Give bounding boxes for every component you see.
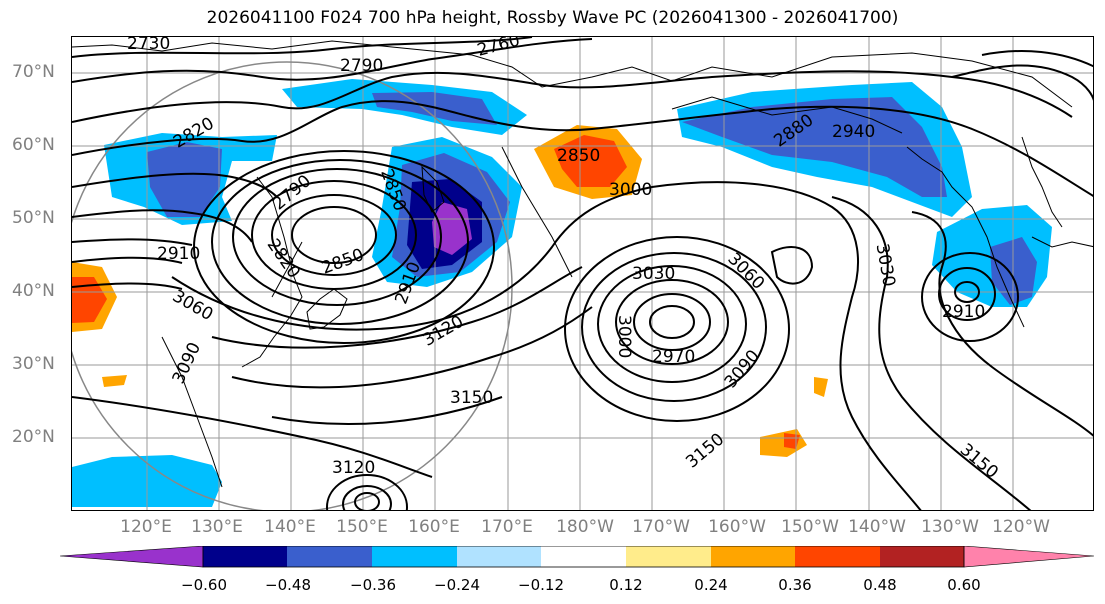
lon-label: 150°W bbox=[781, 517, 839, 537]
lat-label: 50°N bbox=[12, 208, 55, 228]
lon-label: 160°E bbox=[408, 517, 460, 537]
colorbar-extend-high bbox=[963, 546, 1095, 568]
coastlines bbox=[72, 40, 1093, 488]
height-contours bbox=[72, 37, 1093, 510]
colorbar bbox=[60, 546, 1095, 568]
colorbar-segment bbox=[880, 546, 964, 567]
contour-label: 3150 bbox=[682, 429, 728, 472]
contour-label: 3090 bbox=[721, 346, 764, 392]
colorbar-tick-label: 0.36 bbox=[778, 576, 812, 594]
contour-label: 2910 bbox=[942, 302, 985, 322]
lat-label: 70°N bbox=[12, 62, 55, 82]
colorbar-segment bbox=[287, 546, 372, 567]
lat-label: 20°N bbox=[12, 427, 55, 447]
lon-label: 120°W bbox=[992, 517, 1050, 537]
reference-circle bbox=[72, 61, 513, 510]
contour-label: 3030 bbox=[872, 242, 899, 288]
contour-label: 2820 bbox=[263, 235, 304, 282]
contour-label: 3120 bbox=[332, 458, 375, 478]
lon-label: 120°E bbox=[120, 517, 172, 537]
contour-label: 2940 bbox=[832, 122, 875, 142]
contour-label: 2850 bbox=[319, 245, 366, 279]
lon-label: 180°W bbox=[556, 517, 614, 537]
contour-label: 3120 bbox=[420, 312, 467, 351]
contour-label: 3150 bbox=[450, 388, 493, 408]
contour-label: 3030 bbox=[632, 264, 675, 284]
colorbar-tick-label: 0.48 bbox=[863, 576, 897, 594]
anomaly-shading bbox=[72, 79, 1052, 507]
colorbar-segment bbox=[711, 546, 795, 567]
lon-label: 150°E bbox=[336, 517, 388, 537]
map-title: 2026041100 F024 700 hPa height, Rossby W… bbox=[206, 8, 899, 28]
colorbar-tick-label: −0.60 bbox=[181, 576, 227, 594]
contour-label: 2970 bbox=[652, 347, 695, 367]
lat-label: 40°N bbox=[12, 281, 55, 301]
colorbar-segment bbox=[541, 546, 626, 567]
colorbar-tick-label: 0.60 bbox=[947, 576, 981, 594]
contour-label: 3000 bbox=[609, 180, 652, 200]
lon-label: 160°W bbox=[708, 517, 766, 537]
lon-label: 130°E bbox=[191, 517, 243, 537]
contour-label: 2760 bbox=[475, 37, 522, 61]
colorbar-segment bbox=[457, 546, 541, 567]
lat-label: 60°N bbox=[12, 135, 55, 155]
lon-label: 140°E bbox=[264, 517, 316, 537]
lon-label: 170°E bbox=[481, 517, 533, 537]
contour-label: 3150 bbox=[956, 440, 1002, 483]
contour-label: 2910 bbox=[157, 244, 200, 264]
contour-label: 3000 bbox=[614, 315, 634, 358]
positive-anomaly-hawaii bbox=[760, 429, 807, 457]
lat-label: 30°N bbox=[12, 354, 55, 374]
lon-label: 140°W bbox=[848, 517, 906, 537]
colorbar-segment bbox=[203, 546, 287, 567]
map-canvas: 2730 2760 2790 2820 2850 2880 2940 2850 … bbox=[72, 37, 1093, 510]
map-panel: 2730 2760 2790 2820 2850 2880 2940 2850 … bbox=[71, 36, 1094, 511]
lon-label: 170°W bbox=[632, 517, 690, 537]
colorbar-extend-low bbox=[60, 546, 204, 568]
colorbar-segment bbox=[372, 546, 457, 567]
colorbar-tick-label: 0.24 bbox=[694, 576, 728, 594]
colorbar-segment bbox=[795, 546, 880, 567]
colorbar-segment bbox=[626, 546, 711, 567]
colorbar-tick-label: −0.48 bbox=[265, 576, 311, 594]
contour-label: 2730 bbox=[127, 37, 170, 54]
contour-label: 2790 bbox=[269, 171, 315, 214]
contour-label: 2850 bbox=[557, 146, 600, 166]
colorbar-tick-label: −0.12 bbox=[518, 576, 564, 594]
contour-label: 3090 bbox=[169, 339, 205, 387]
colorbar-tick-label: −0.24 bbox=[434, 576, 480, 594]
colorbar-tick-label: −0.36 bbox=[350, 576, 396, 594]
lon-label: 130°W bbox=[921, 517, 979, 537]
colorbar-tick-label: 0.12 bbox=[609, 576, 643, 594]
contour-label: 2790 bbox=[340, 56, 383, 76]
